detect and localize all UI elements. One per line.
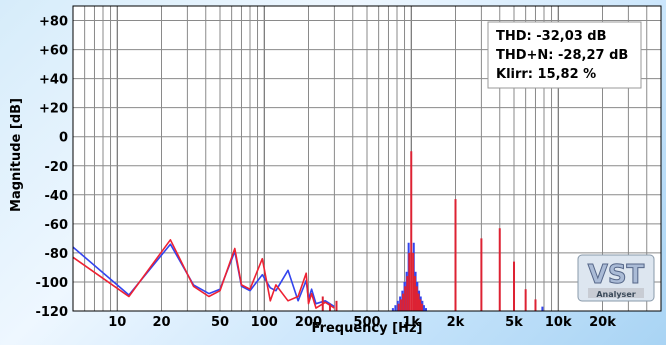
x-axis-label: Frequency [Hz] [312,321,423,336]
logo-text: VST [588,260,645,290]
logo-subtext-band [588,288,644,298]
y-tick-label: 0 [59,131,68,146]
y-tick-label: -60 [45,218,69,233]
y-tick-label: -120 [35,305,68,320]
stats-line: THD+N: -28,27 dB [496,48,628,63]
y-tick-label: -20 [45,160,69,175]
y-tick-label: +20 [39,102,68,117]
x-tick-label: 10 [108,315,126,330]
x-tick-label: 1k [402,315,420,330]
logo-subtext: Analyser [596,290,635,299]
stats-lines: THD: -32,03 dB THD+N: -28,27 dB Klirr: 15,… [496,29,628,82]
x-tick-labels: 10 20 50 100 200 500 1k 2k 5k 10k 20k [108,315,616,330]
y-tick-label: +80 [39,15,68,30]
plot-border [72,5,662,312]
y-tick-label: +60 [39,44,68,59]
y-tick-label: -80 [45,247,69,262]
vst-analyser-logo: VST Analyser [577,254,655,302]
stats-line: THD: -32,03 dB [496,29,607,44]
stats-line: Klirr: 15,82 % [496,67,596,82]
x-tick-label: 200 [295,315,322,330]
x-tick-label: 5k [505,315,523,330]
y-tick-label: -100 [35,276,68,291]
x-tick-label: 20k [589,315,616,330]
series-line [72,239,335,309]
y-tick-label: -40 [45,189,69,204]
x-tick-label: 50 [211,315,229,330]
series-layer [72,239,335,309]
y-tick-label: +40 [39,73,68,88]
x-tick-label: 20 [152,315,170,330]
y-tick-labels: +80 +60 +40 +20 0 -20 -40 -60 -80 -100 -120 [35,15,68,320]
spike-layer [321,151,544,311]
y-axis-label: Magnitude [dB] [9,98,24,212]
x-tick-label: 500 [353,315,380,330]
x-tick-label: 2k [447,315,465,330]
stats-box: THD: -32,03 dB THD+N: -28,27 dB Klirr: 15,… [487,21,642,89]
x-tick-label: 100 [251,315,278,330]
x-tick-label: 10k [545,315,572,330]
stats-box-frame [487,21,642,89]
